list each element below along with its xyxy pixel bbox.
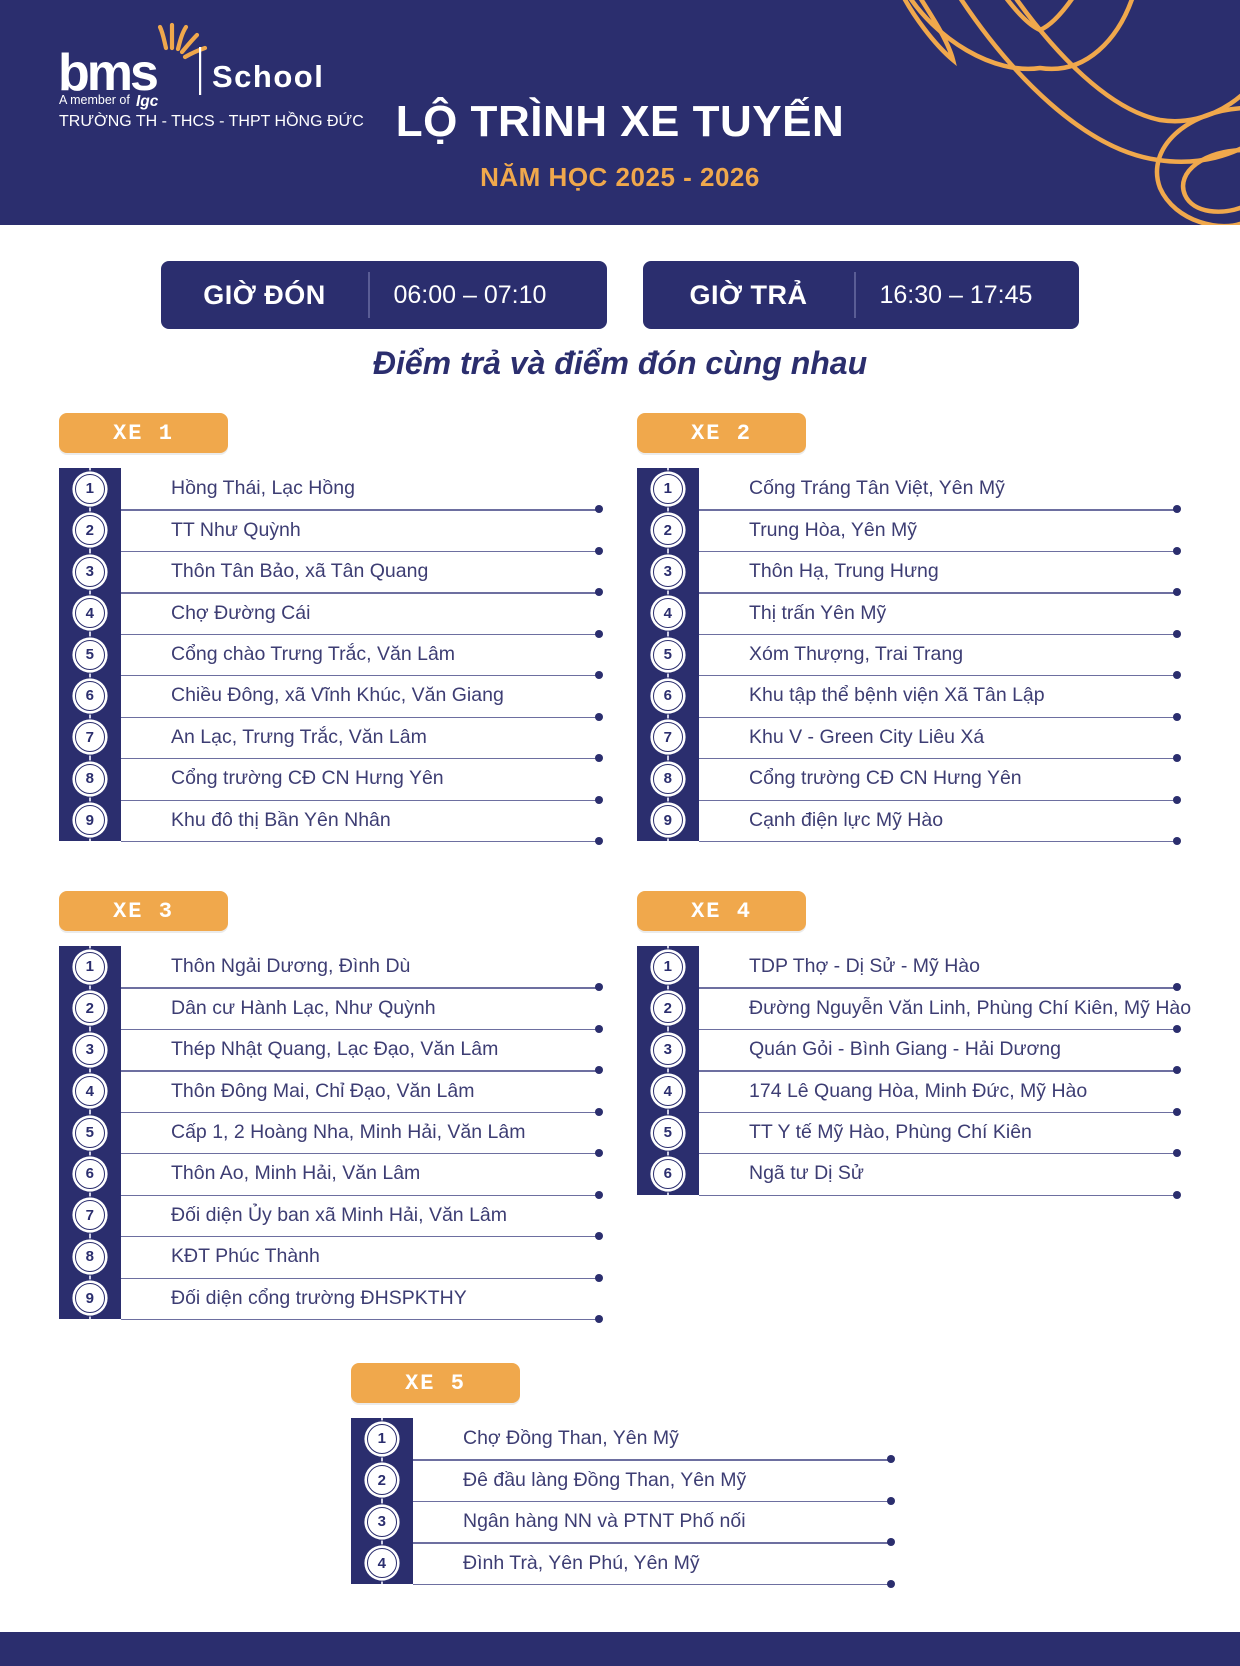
svg-text:School: School — [212, 59, 324, 94]
